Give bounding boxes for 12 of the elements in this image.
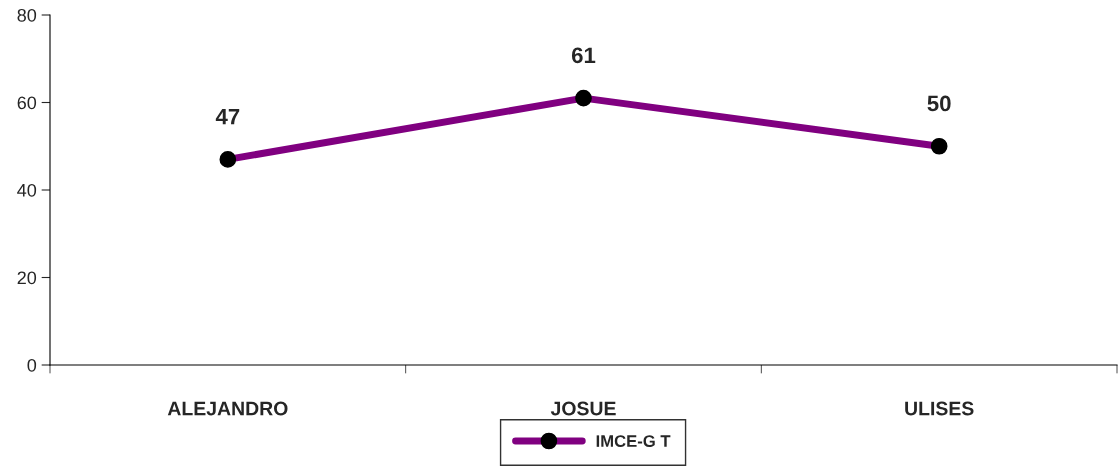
y-tick-label: 80 bbox=[17, 8, 37, 22]
y-tick-label: 40 bbox=[17, 183, 37, 197]
x-tick-label: ULISES bbox=[905, 401, 974, 416]
legend-label: IMCE-G T bbox=[596, 435, 671, 447]
y-tick-label: 0 bbox=[27, 358, 37, 372]
data-label: 61 bbox=[571, 47, 596, 64]
y-tick-label: 20 bbox=[17, 271, 37, 285]
y-tick-label: 60 bbox=[17, 96, 37, 110]
x-tick-label: JOSUE bbox=[550, 401, 616, 416]
data-label: 50 bbox=[927, 95, 951, 112]
data-label: 47 bbox=[215, 108, 240, 125]
x-tick-label: ALEJANDRO bbox=[167, 401, 288, 416]
